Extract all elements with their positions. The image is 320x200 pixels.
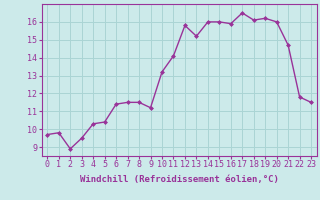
X-axis label: Windchill (Refroidissement éolien,°C): Windchill (Refroidissement éolien,°C) xyxy=(80,175,279,184)
